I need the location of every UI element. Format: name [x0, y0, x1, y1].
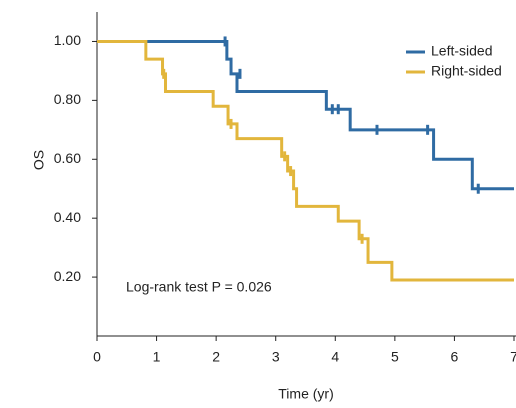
- y-tick-label: 0.40: [54, 209, 81, 225]
- y-axis-label: OS: [31, 150, 47, 170]
- x-tick-label: 0: [93, 349, 101, 365]
- x-axis-label: Time (yr): [278, 386, 333, 402]
- x-tick-label: 7: [510, 349, 516, 365]
- y-tick-label: 0.80: [54, 91, 81, 107]
- y-tick-label: 0.60: [54, 150, 81, 166]
- legend-label: Right-sided: [431, 63, 502, 79]
- y-tick-label: 1.00: [54, 32, 81, 48]
- x-tick-label: 5: [391, 349, 399, 365]
- legend-label: Left-sided: [431, 43, 492, 59]
- x-tick-label: 2: [212, 349, 220, 365]
- annotation: Log-rank test P = 0.026: [126, 279, 272, 295]
- x-tick-label: 3: [272, 349, 280, 365]
- x-tick-label: 4: [331, 349, 339, 365]
- x-tick-label: 6: [451, 349, 459, 365]
- survival-curve: [97, 39, 514, 191]
- x-tick-label: 1: [153, 349, 161, 365]
- y-tick-label: 0.20: [54, 268, 81, 284]
